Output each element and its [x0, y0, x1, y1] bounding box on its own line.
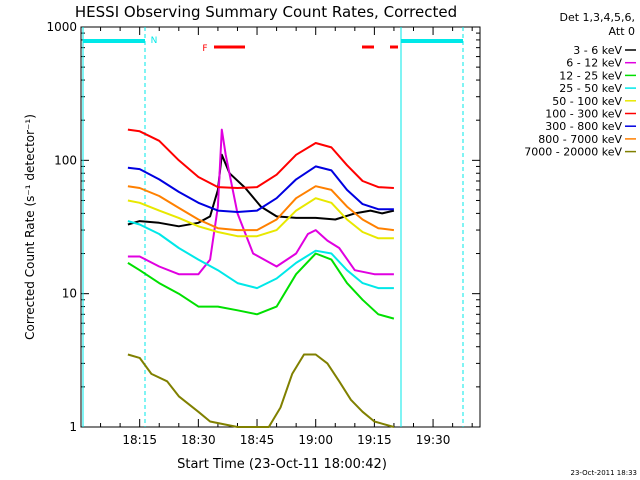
series-line-7 [127, 165, 394, 213]
legend-label: 3 - 6 keV [573, 44, 622, 57]
legend-label: 7000 - 20000 keV [524, 146, 622, 159]
series-line-1 [127, 153, 395, 228]
chart-title: HESSI Observing Summary Count Rates, Cor… [75, 3, 457, 21]
series-line-8 [127, 185, 395, 232]
series-line-6 [127, 128, 394, 189]
series-line-2 [127, 128, 394, 276]
x-tick-label: 18:45 [240, 433, 275, 447]
x-axis-label: Start Time (23-Oct-11 18:00:42) [177, 457, 387, 472]
legend-label: 6 - 12 keV [566, 57, 622, 70]
annotation-n-label: N [151, 36, 158, 46]
plot-frame [80, 26, 481, 428]
y-tick-label: 10 [62, 287, 77, 301]
legend-title-line-1: Det 1,3,4,5,6, [559, 11, 635, 24]
legend-label: 800 - 7000 keV [538, 133, 622, 146]
x-tick-label: 19:15 [357, 433, 392, 447]
series-line-3 [127, 252, 395, 320]
legend-label: 100 - 300 keV [545, 108, 622, 121]
legend-title-line-2: Att 0 [609, 25, 635, 38]
legend-label: 300 - 800 keV [545, 120, 622, 133]
y-tick-label: 1 [69, 420, 77, 434]
y-axis-label: Corrected Count Rate (s⁻¹ detector⁻¹) [23, 114, 37, 340]
x-tick-label: 19:30 [416, 433, 451, 447]
series-line-4 [127, 220, 394, 290]
x-tick-label: 19:00 [298, 433, 333, 447]
x-tick-label: 18:30 [181, 433, 216, 447]
legend-label: 25 - 50 keV [559, 82, 622, 95]
legend-label: 12 - 25 keV [559, 69, 622, 82]
annotation-f-label: F [202, 44, 207, 54]
series-line-5 [127, 197, 394, 240]
x-tick-label: 18:15 [122, 433, 157, 447]
footer-timestamp: 23-Oct-2011 18:33 [571, 469, 637, 477]
legend-label: 50 - 100 keV [552, 95, 622, 108]
series-line-9 [127, 353, 395, 428]
y-tick-label: 100 [54, 153, 77, 167]
y-tick-label: 1000 [46, 20, 77, 34]
